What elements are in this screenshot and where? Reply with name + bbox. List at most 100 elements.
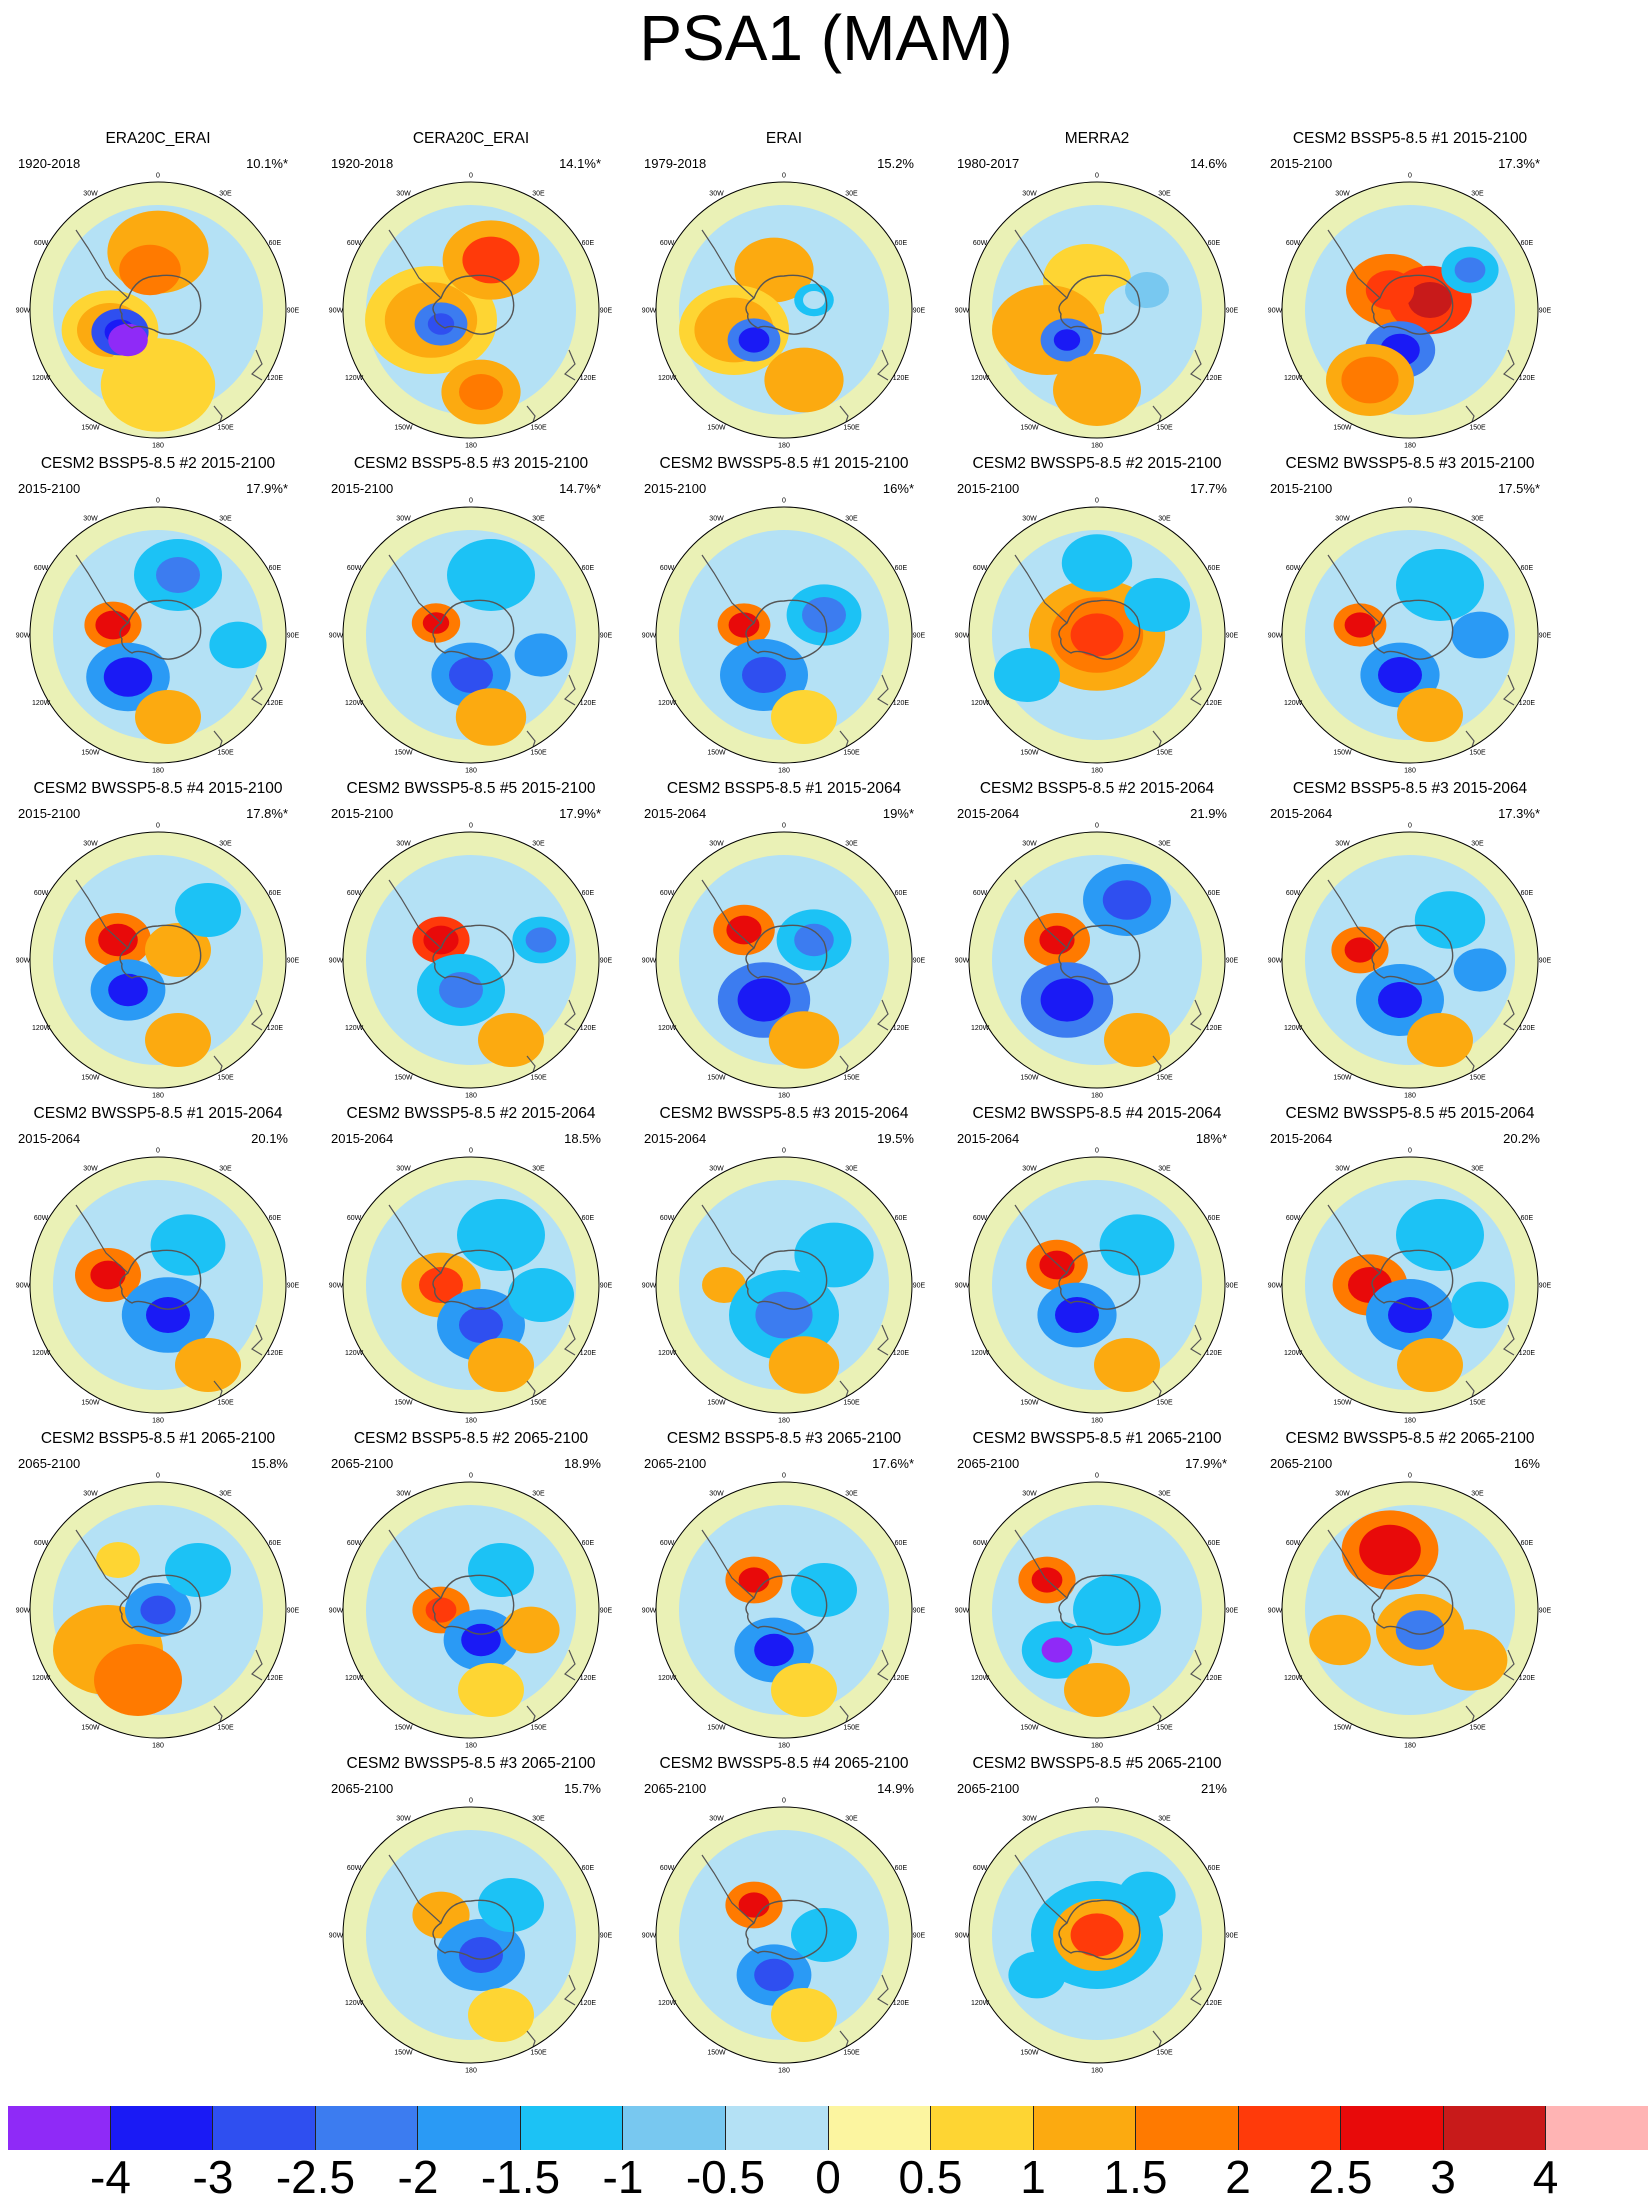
longitude-label: 0 bbox=[156, 498, 160, 505]
longitude-label: 60E bbox=[1521, 890, 1534, 897]
longitude-label: 0 bbox=[469, 823, 473, 830]
longitude-label: 60E bbox=[1208, 1865, 1221, 1872]
map-panel: 0 30E 60E 90E 120E 150E 180 150W 120W 90W 60W 30W CE… bbox=[321, 130, 621, 450]
anomaly-contour bbox=[425, 1597, 457, 1623]
panel-title: CESM2 BWSSP5-8.5 #1 2065-2100 bbox=[972, 1430, 1222, 1447]
longitude-label: 90E bbox=[913, 633, 926, 640]
australia-coastline bbox=[1190, 1324, 1202, 1356]
longitude-label: 120E bbox=[1519, 1025, 1536, 1032]
panel-variance-percent: 14.9% bbox=[877, 1781, 914, 1796]
anomaly-contour bbox=[427, 313, 455, 335]
longitude-label: 120E bbox=[580, 1675, 597, 1682]
longitude-label: 60W bbox=[973, 1865, 988, 1872]
longitude-label: 90E bbox=[287, 308, 300, 315]
longitude-label: 150E bbox=[843, 1399, 860, 1406]
longitude-label: 180 bbox=[1404, 1093, 1416, 1100]
longitude-label: 120W bbox=[971, 2000, 990, 2007]
anomaly-contour bbox=[771, 690, 837, 744]
longitude-label: 30E bbox=[1158, 1491, 1171, 1498]
polar-stereographic-map: 0 30E 60E 90E 120E 150E 180 150W 120W 90W 60W 30W bbox=[955, 1148, 1239, 1425]
anomaly-contour bbox=[734, 237, 814, 303]
longitude-label: 90E bbox=[913, 1933, 926, 1940]
australia-coastline bbox=[1190, 1649, 1202, 1681]
longitude-label: 60E bbox=[269, 1215, 282, 1222]
map-panel: 0 30E 60E 90E 120E 150E 180 150W 120W 90W 60W 30W CE… bbox=[1260, 780, 1560, 1100]
panel-title: CESM2 BSSP5-8.5 #1 2015-2100 bbox=[1292, 130, 1528, 147]
antarctica-coastline bbox=[1058, 924, 1141, 985]
longitude-label: 60E bbox=[269, 890, 282, 897]
longitude-label: 90W bbox=[16, 1608, 31, 1615]
longitude-label: 90E bbox=[1226, 958, 1239, 965]
antarctica-coastline bbox=[432, 1249, 515, 1310]
antarctica-coastline bbox=[432, 1574, 515, 1635]
polar-stereographic-map: 0 30E 60E 90E 120E 150E 180 150W 120W 90W 60W 30W bbox=[16, 823, 300, 1100]
australia-coastline bbox=[564, 1974, 576, 2006]
panel-variance-percent: 19%* bbox=[882, 806, 914, 821]
longitude-label: 0 bbox=[1095, 498, 1099, 505]
anomaly-contour bbox=[508, 1268, 574, 1322]
south-america-coastline bbox=[1327, 879, 1381, 949]
polar-stereographic-map: 0 30E 60E 90E 120E 150E 180 150W 120W 90W 60W 30W bbox=[16, 1473, 300, 1750]
anomaly-contour bbox=[803, 291, 825, 309]
longitude-label: 60W bbox=[1286, 1540, 1301, 1547]
longitude-label: 120W bbox=[32, 700, 51, 707]
map-border bbox=[29, 506, 287, 764]
anomaly-contour bbox=[140, 1595, 176, 1625]
longitude-label: 60E bbox=[269, 240, 282, 247]
map-border bbox=[1281, 831, 1539, 1089]
map-background bbox=[30, 182, 286, 438]
anomaly-contour bbox=[702, 1267, 746, 1303]
antarctica-coastline bbox=[1058, 599, 1141, 660]
longitude-label: 0 bbox=[469, 1798, 473, 1805]
longitude-label: 180 bbox=[152, 1418, 164, 1425]
map-border bbox=[29, 831, 287, 1089]
anomaly-contour bbox=[209, 621, 267, 669]
antarctica-coastline bbox=[745, 924, 828, 985]
longitude-label: 30E bbox=[1158, 1166, 1171, 1173]
south-america-coastline bbox=[1327, 229, 1381, 299]
map-panel: 0 30E 60E 90E 120E 150E 180 150W 120W 90W 60W 30W CE… bbox=[321, 455, 621, 775]
antarctica-coastline bbox=[432, 599, 515, 660]
longitude-label: 120W bbox=[658, 1350, 677, 1357]
longitude-label: 30W bbox=[396, 516, 411, 523]
longitude-label: 90W bbox=[329, 308, 344, 315]
anomaly-contour bbox=[791, 1563, 857, 1617]
longitude-label: 180 bbox=[778, 1743, 790, 1750]
longitude-label: 60W bbox=[973, 1540, 988, 1547]
longitude-label: 180 bbox=[152, 768, 164, 775]
anomaly-contour bbox=[135, 690, 201, 744]
longitude-label: 90W bbox=[642, 1608, 657, 1615]
panel-period: 2015-2064 bbox=[1270, 806, 1333, 821]
anomaly-contour bbox=[514, 633, 568, 677]
longitude-label: 90E bbox=[287, 1283, 300, 1290]
anomaly-contour bbox=[1309, 1614, 1371, 1666]
map-background bbox=[343, 507, 599, 763]
longitude-label: 150E bbox=[843, 424, 860, 431]
longitude-label: 180 bbox=[1404, 443, 1416, 450]
panel-title: CESM2 BWSSP5-8.5 #5 2065-2100 bbox=[972, 1755, 1222, 1772]
longitude-label: 90E bbox=[600, 958, 613, 965]
panel-title: CESM2 BWSSP5-8.5 #3 2015-2100 bbox=[1285, 455, 1535, 472]
anomaly-contour bbox=[119, 244, 181, 296]
anomaly-contour bbox=[175, 1338, 241, 1392]
map-background bbox=[969, 1157, 1225, 1413]
map-border bbox=[655, 506, 913, 764]
longitude-label: 0 bbox=[1095, 1473, 1099, 1480]
anomaly-contour bbox=[738, 327, 770, 353]
longitude-label: 30W bbox=[396, 1816, 411, 1823]
longitude-label: 90W bbox=[16, 958, 31, 965]
map-border bbox=[655, 1481, 913, 1739]
longitude-label: 150E bbox=[1469, 1724, 1486, 1731]
longitude-label: 90W bbox=[329, 633, 344, 640]
south-america-coastline bbox=[701, 554, 755, 624]
anomaly-contour bbox=[1041, 1637, 1073, 1663]
longitude-label: 90W bbox=[642, 1283, 657, 1290]
map-panel: 0 30E 60E 90E 120E 150E 180 150W 120W 90W 60W 30W CE… bbox=[1260, 130, 1560, 450]
panel-period: 2065-2100 bbox=[644, 1781, 707, 1796]
map-border bbox=[968, 506, 1226, 764]
longitude-label: 60E bbox=[582, 1540, 595, 1547]
longitude-label: 150E bbox=[217, 1724, 234, 1731]
longitude-label: 150E bbox=[1469, 749, 1486, 756]
anomaly-contour bbox=[1053, 354, 1141, 426]
south-america-coastline bbox=[1014, 1204, 1068, 1274]
